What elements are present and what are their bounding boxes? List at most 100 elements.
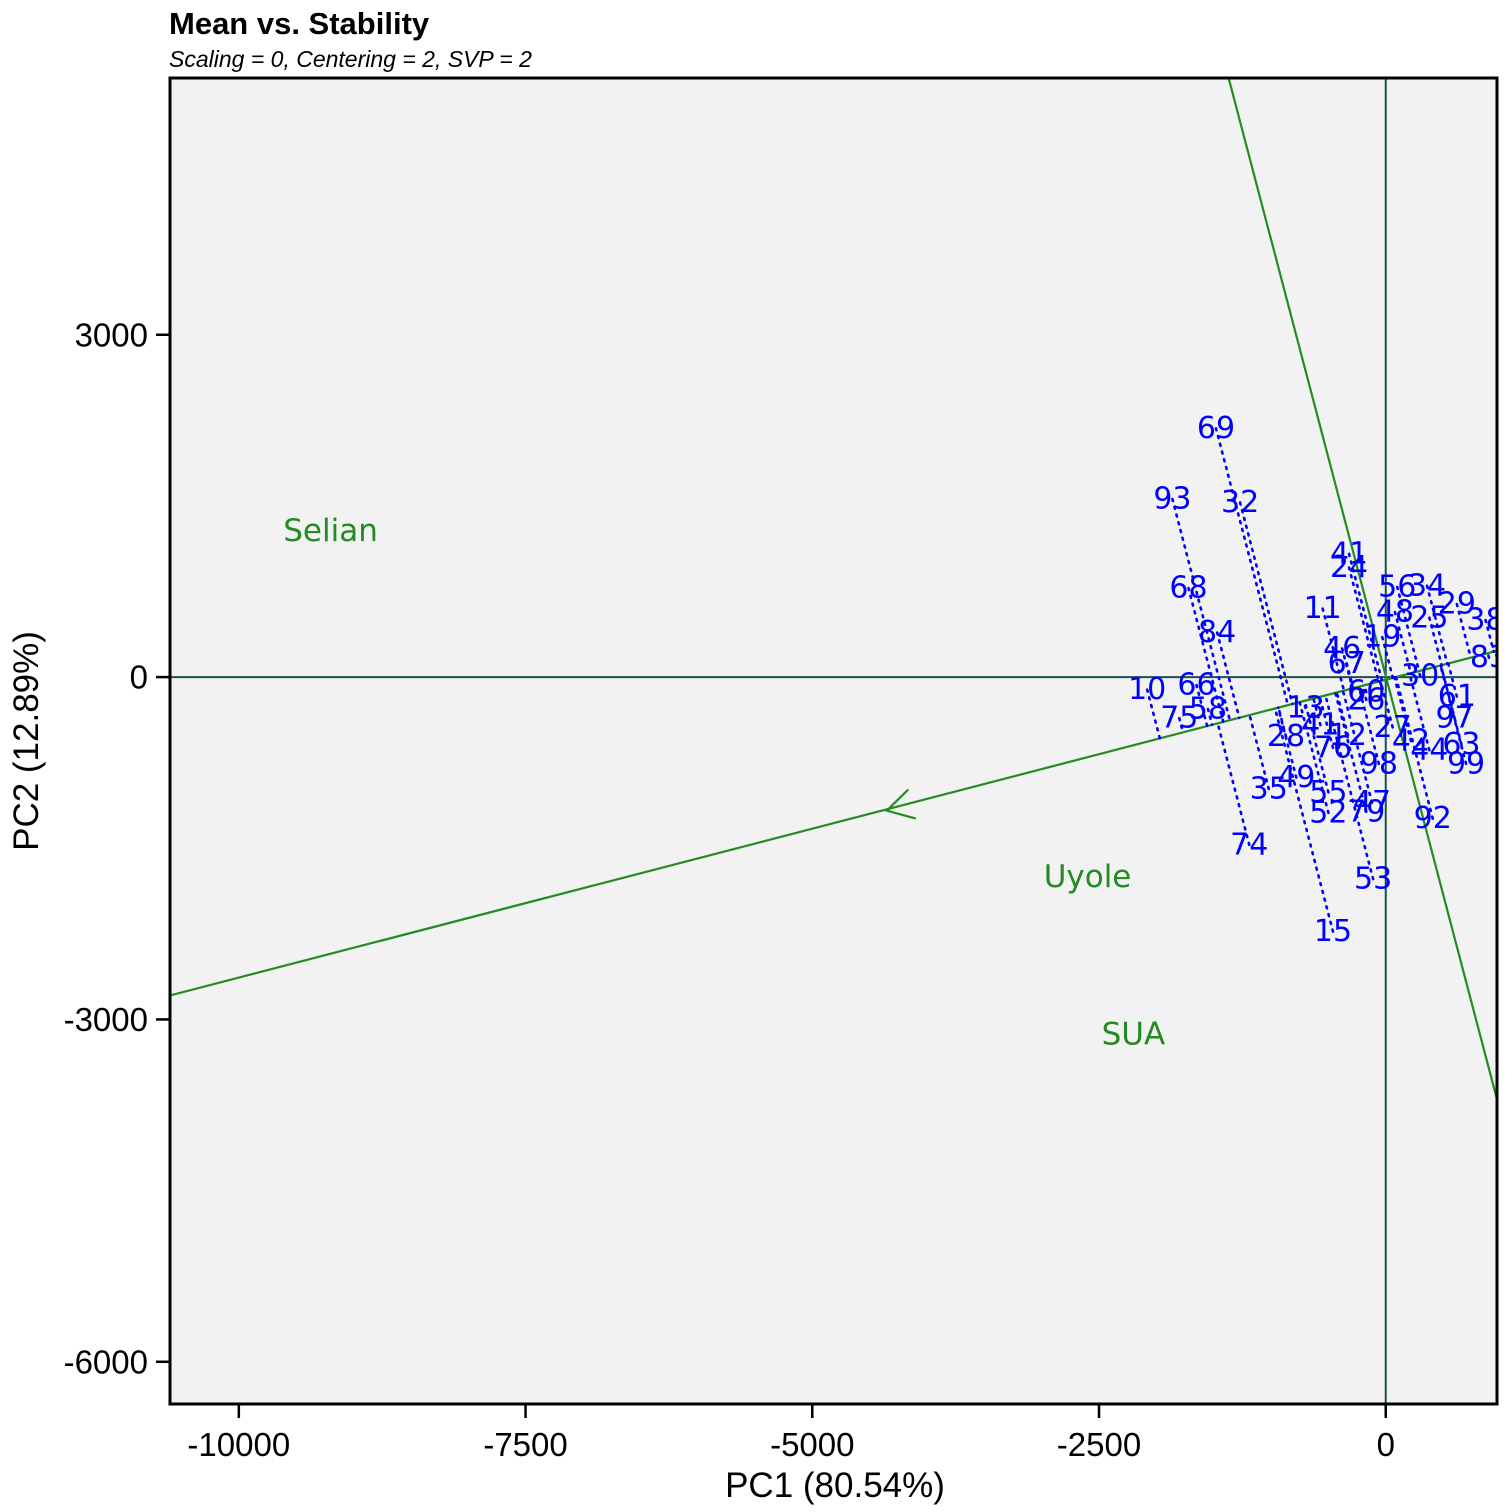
- genotype-label: 76: [1314, 730, 1352, 765]
- projection-line: [1455, 602, 1473, 659]
- x-tick-label: -10000: [187, 1426, 290, 1463]
- genotype-label: 97: [1435, 701, 1473, 736]
- x-tick-label: -2500: [1057, 1426, 1141, 1463]
- y-tick-label: -3000: [64, 1001, 148, 1038]
- genotype-label: 41: [1301, 708, 1339, 743]
- projection-line: [1273, 707, 1335, 933]
- genotype-label: 25: [1410, 600, 1448, 635]
- genotype-label: 15: [1314, 914, 1352, 949]
- projection-line: [1484, 618, 1496, 653]
- x-tick-label: 0: [1377, 1426, 1395, 1463]
- genotype-label: 61: [1438, 679, 1476, 714]
- aec-ordinate-line: [1227, 78, 1497, 1100]
- genotype-label: 74: [1230, 827, 1268, 862]
- genotype-label: 12: [1329, 718, 1367, 753]
- genotype-label: 60: [1347, 674, 1385, 709]
- genotype-label: 32: [1221, 485, 1259, 520]
- projection-line: [1425, 584, 1449, 666]
- genotype-label: 83: [1470, 640, 1508, 675]
- genotype-label: 52: [1309, 795, 1347, 830]
- genotype-label: 75: [1160, 701, 1198, 736]
- genotype-label: 99: [1447, 746, 1485, 781]
- projection-line: [1341, 689, 1374, 804]
- projection-line: [1321, 607, 1346, 692]
- projection-line: [1347, 552, 1384, 683]
- projection-line: [1379, 679, 1394, 729]
- genotype-label: 53: [1354, 862, 1392, 897]
- projection-line: [1335, 691, 1350, 737]
- projection-line: [1439, 664, 1456, 720]
- projection-line: [1171, 497, 1232, 722]
- genotype-label: 44: [1410, 733, 1448, 768]
- genotype-label: 42: [1392, 724, 1430, 759]
- projection-line: [1393, 610, 1413, 675]
- projection-line: [1347, 566, 1380, 683]
- projection-line: [1357, 685, 1381, 766]
- projection-line: [1215, 631, 1241, 720]
- x-tick-label: -7500: [483, 1426, 567, 1463]
- genotype-label: 28: [1267, 719, 1305, 754]
- genotype-label: 92: [1414, 801, 1452, 836]
- genotype-label: 58: [1189, 692, 1227, 727]
- genotype-label: 30: [1401, 658, 1439, 693]
- chart-subtitle: Scaling = 0, Centering = 2, SVP = 2: [169, 46, 532, 72]
- genotype-label: 34: [1408, 568, 1446, 603]
- genotype-label: 19: [1363, 620, 1401, 655]
- environment-label: Uyole: [1044, 859, 1132, 895]
- projection-line: [1303, 699, 1330, 794]
- y-tick-label: 3000: [75, 316, 148, 353]
- genotype-label: 46: [1323, 631, 1361, 666]
- genotype-label: 27: [1374, 710, 1412, 745]
- genotype-label: 11: [1304, 591, 1342, 626]
- projection-line: [1214, 427, 1290, 707]
- x-tick-label: -5000: [770, 1426, 854, 1463]
- genotype-label: 66: [1177, 668, 1215, 703]
- projection-line: [1446, 662, 1459, 698]
- projection-line: [1408, 672, 1431, 752]
- genotype-label: 69: [1197, 411, 1235, 446]
- projection-line: [1393, 676, 1413, 743]
- genotype-label: 29: [1438, 587, 1476, 622]
- projection-line: [1395, 585, 1421, 673]
- genotype-label: 79: [1347, 794, 1385, 829]
- genotype-label: 38: [1466, 603, 1504, 638]
- y-tick-label: -6000: [64, 1343, 148, 1380]
- projection-line: [1248, 713, 1271, 791]
- genotype-label: 13: [1286, 690, 1324, 725]
- chart-title: Mean vs. Stability: [169, 6, 430, 41]
- projection-line: [1394, 675, 1435, 820]
- genotype-label: 24: [1330, 550, 1368, 585]
- projection-line: [1206, 707, 1214, 727]
- genotype-label: 67: [1328, 646, 1366, 681]
- plot-panel: [170, 78, 1497, 1404]
- projection-line: [1381, 635, 1395, 680]
- projection-line: [1145, 688, 1162, 740]
- environment-label: Selian: [283, 513, 378, 549]
- projection-line: [1486, 651, 1491, 659]
- projection-line: [1312, 697, 1322, 727]
- genotype-label: 84: [1198, 615, 1236, 650]
- projection-line: [1187, 586, 1225, 724]
- projection-line: [1361, 684, 1368, 702]
- genotype-label: 26: [1347, 682, 1385, 717]
- projection-line: [1417, 669, 1422, 678]
- genotype-label: 49: [1277, 760, 1315, 795]
- projection-line: [1439, 664, 1463, 746]
- environment-label: SUA: [1102, 1016, 1166, 1052]
- projection-line: [1363, 683, 1368, 694]
- plot-border: [168, 76, 1499, 1406]
- projection-line: [1177, 716, 1185, 734]
- projection-line: [1298, 700, 1330, 815]
- genotype-label: 48: [1376, 595, 1414, 630]
- genotype-label: 63: [1442, 727, 1480, 762]
- projection-line: [1195, 683, 1209, 728]
- genotype-label: 93: [1153, 482, 1191, 517]
- y-axis-title: PC2 (12.89%): [7, 631, 46, 851]
- projection-line: [1324, 694, 1375, 881]
- genotype-label: 68: [1169, 571, 1207, 606]
- genotype-label: 56: [1378, 569, 1416, 604]
- x-axis-title: PC1 (80.54%): [725, 1466, 945, 1505]
- projection-line: [1318, 695, 1335, 750]
- genotype-label: 41: [1330, 536, 1368, 571]
